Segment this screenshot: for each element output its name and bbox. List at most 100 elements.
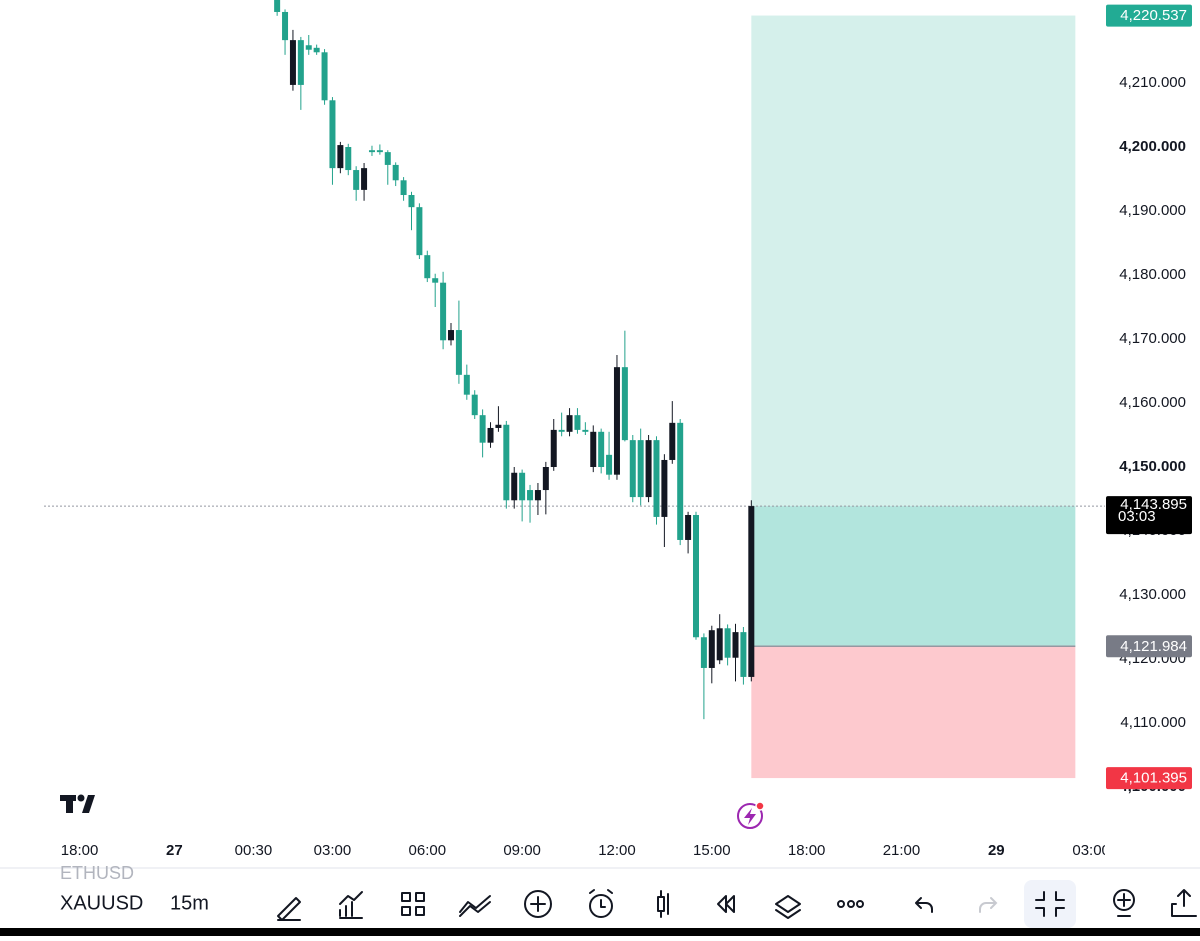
- candle-body: [353, 170, 360, 190]
- layout-icon[interactable]: [401, 892, 425, 916]
- stop-price-label: 4,101.395: [1120, 770, 1187, 787]
- x-tick-label: 12:00: [598, 842, 636, 859]
- interval[interactable]: 15m: [170, 892, 209, 914]
- redo-icon[interactable]: [979, 897, 998, 913]
- candle-body: [613, 367, 620, 475]
- y-tick-label: 4,110.000: [1120, 714, 1186, 731]
- candle-body: [629, 440, 636, 498]
- candle-body: [621, 367, 628, 441]
- candle-body: [408, 195, 415, 208]
- candle-body: [606, 454, 613, 475]
- fullscreen-button[interactable]: [1024, 880, 1076, 928]
- candle-body: [716, 628, 723, 661]
- add-icon[interactable]: [524, 890, 552, 918]
- candle-body: [574, 415, 581, 430]
- object-tree-icon[interactable]: [1113, 889, 1135, 911]
- toolbar-icons: [277, 880, 1197, 928]
- y-tick-label: 4,200.000: [1119, 138, 1186, 155]
- candle-body: [519, 472, 526, 501]
- symbol[interactable]: XAUUSD: [60, 892, 143, 914]
- candle-body: [424, 255, 431, 279]
- candle-body: [661, 459, 668, 517]
- candle-body: [550, 429, 557, 468]
- candle-body: [345, 147, 352, 171]
- candle-body: [455, 330, 462, 375]
- undo-icon[interactable]: [915, 897, 933, 913]
- candle-body: [708, 630, 715, 668]
- candle-body: [384, 152, 391, 165]
- entry-price-label: 4,121.984: [1120, 638, 1187, 655]
- candle-body: [740, 632, 747, 677]
- candle-body: [479, 415, 486, 443]
- candle-body: [282, 11, 289, 41]
- y-tick-label: 4,150.000: [1119, 458, 1186, 475]
- candle-body: [685, 515, 692, 540]
- candle-body: [297, 40, 304, 85]
- target-price-box: [1106, 4, 1192, 27]
- candle-body: [274, 0, 281, 12]
- x-tick-label: 09:00: [503, 842, 541, 859]
- target-zone: [751, 15, 1076, 507]
- candle-body: [432, 278, 439, 283]
- x-tick-label: 21:00: [883, 842, 921, 859]
- layers-icon[interactable]: [775, 895, 801, 919]
- candle-body: [471, 394, 478, 416]
- candle-body: [313, 47, 320, 53]
- indicators-icon[interactable]: [339, 891, 363, 919]
- candle-body: [329, 100, 336, 169]
- candle-body: [566, 415, 573, 432]
- x-tick-label: 00:30: [235, 842, 273, 859]
- share-icon[interactable]: [1171, 889, 1197, 917]
- y-tick-label: 4,190.000: [1119, 202, 1186, 219]
- target-price-label: 4,220.537: [1120, 7, 1187, 24]
- stop-price-box: [1106, 767, 1192, 790]
- candle-body: [368, 150, 375, 153]
- replay-icon[interactable]: [717, 895, 735, 913]
- last-price-label: 4,143.895: [1120, 496, 1187, 513]
- candle-body: [337, 145, 344, 169]
- price-axis: 4,100.0004,110.0004,120.0004,130.0004,14…: [1106, 4, 1192, 795]
- alert-icon[interactable]: [589, 894, 613, 918]
- candle-body: [305, 45, 312, 50]
- candle-body: [732, 632, 739, 658]
- compare-icon[interactable]: [459, 895, 491, 917]
- y-tick-label: 4,130.000: [1119, 586, 1186, 603]
- candle-body: [400, 180, 407, 196]
- countdown-label: 03:03: [1118, 508, 1156, 525]
- system-bar: [0, 928, 1200, 936]
- y-tick-label: 4,160.000: [1119, 394, 1186, 411]
- previous-symbol[interactable]: ETHUSD: [60, 863, 134, 883]
- plot-area: [44, 0, 1105, 779]
- draw-icon[interactable]: [277, 897, 301, 921]
- candle-body: [700, 637, 707, 668]
- x-tick-label: 15:00: [693, 842, 731, 859]
- candle-body: [542, 467, 549, 491]
- candle-body: [376, 150, 383, 153]
- candle-body: [463, 374, 470, 395]
- candle-body: [440, 282, 447, 341]
- candle-body: [677, 422, 684, 540]
- candle-body: [392, 164, 399, 181]
- logo[interactable]: [60, 794, 95, 814]
- candle-body: [637, 440, 644, 498]
- x-tick-label: 03:00: [1072, 842, 1110, 859]
- candle-body: [361, 168, 368, 190]
- candle-body: [289, 40, 296, 85]
- y-tick-label: 4,210.000: [1119, 74, 1186, 91]
- candle-body: [321, 52, 328, 101]
- chart-type-icon[interactable]: [657, 890, 669, 918]
- candle-body: [692, 515, 699, 638]
- candle-body: [645, 440, 652, 498]
- candle-body: [582, 429, 589, 432]
- last-price-box: [1106, 496, 1192, 535]
- stop-zone: [751, 646, 1076, 779]
- x-tick-label: 29: [988, 842, 1005, 859]
- candle-body: [590, 431, 597, 468]
- alerts-icon[interactable]: [737, 801, 765, 829]
- candle-body: [598, 431, 605, 468]
- more-icon[interactable]: [837, 900, 845, 908]
- candle-body: [748, 506, 755, 677]
- candle-body: [503, 424, 510, 501]
- y-tick-label: 4,180.000: [1119, 266, 1186, 283]
